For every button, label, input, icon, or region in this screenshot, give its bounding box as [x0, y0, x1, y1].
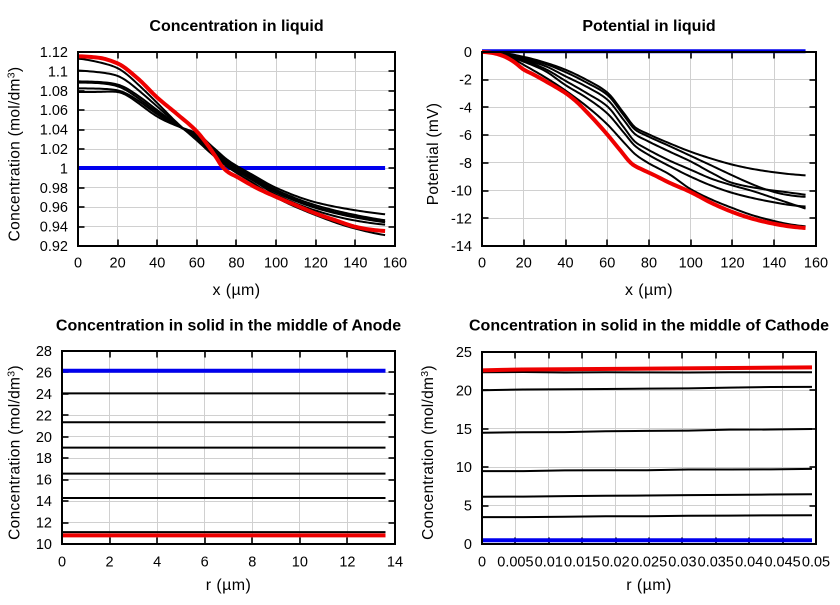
svg-text:1.1: 1.1 [48, 64, 68, 80]
svg-text:16: 16 [36, 473, 52, 489]
svg-text:0.01: 0.01 [535, 555, 563, 571]
svg-text:20: 20 [110, 256, 126, 272]
svg-text:Concentration (mol/dm3): Concentration (mol/dm3) [6, 67, 24, 242]
svg-text:1.04: 1.04 [40, 123, 68, 139]
svg-text:8: 8 [248, 555, 256, 571]
svg-text:60: 60 [599, 256, 615, 272]
svg-text:Concentration (mol/dm3): Concentration (mol/dm3) [419, 365, 437, 540]
svg-text:Concentration in liquid: Concentration in liquid [149, 18, 323, 35]
svg-text:60: 60 [189, 256, 205, 272]
svg-text:6: 6 [201, 555, 209, 571]
svg-text:Potential in liquid: Potential in liquid [582, 18, 715, 35]
svg-text:1: 1 [60, 161, 68, 177]
svg-text:0: 0 [464, 537, 472, 553]
svg-text:26: 26 [36, 365, 52, 381]
svg-text:-12: -12 [451, 211, 472, 227]
svg-text:x (µm): x (µm) [625, 282, 673, 299]
svg-text:0.02: 0.02 [601, 555, 629, 571]
svg-text:-10: -10 [451, 184, 472, 200]
svg-text:0.03: 0.03 [668, 555, 696, 571]
svg-text:20: 20 [456, 383, 472, 399]
svg-text:10: 10 [36, 537, 52, 553]
svg-text:0: 0 [478, 555, 486, 571]
svg-text:14: 14 [387, 555, 403, 571]
svg-text:1.08: 1.08 [40, 84, 68, 100]
svg-text:Concentration (mol/dm3): Concentration (mol/dm3) [6, 365, 24, 540]
svg-text:1.06: 1.06 [40, 103, 68, 119]
svg-text:0.015: 0.015 [564, 555, 600, 571]
svg-text:5: 5 [464, 499, 472, 515]
svg-text:12: 12 [36, 516, 52, 532]
svg-text:0.05: 0.05 [802, 555, 830, 571]
svg-text:10: 10 [292, 555, 308, 571]
svg-text:160: 160 [804, 256, 828, 272]
svg-text:80: 80 [228, 256, 244, 272]
svg-text:0: 0 [464, 45, 472, 61]
svg-text:4: 4 [153, 555, 161, 571]
svg-text:120: 120 [720, 256, 744, 272]
svg-text:14: 14 [36, 494, 52, 510]
svg-text:40: 40 [557, 256, 573, 272]
svg-text:25: 25 [456, 345, 472, 361]
svg-text:0: 0 [74, 256, 82, 272]
svg-text:140: 140 [762, 256, 786, 272]
svg-text:1.02: 1.02 [40, 142, 68, 158]
svg-text:40: 40 [149, 256, 165, 272]
svg-text:0.92: 0.92 [40, 239, 68, 255]
svg-text:0.96: 0.96 [40, 200, 68, 216]
svg-text:80: 80 [641, 256, 657, 272]
svg-text:100: 100 [264, 256, 288, 272]
svg-text:0.005: 0.005 [497, 555, 533, 571]
svg-text:0.025: 0.025 [631, 555, 667, 571]
svg-text:2: 2 [106, 555, 114, 571]
svg-text:Potential (mV): Potential (mV) [425, 103, 442, 205]
svg-text:Concentration in solid in the: Concentration in solid in the middle of … [469, 318, 829, 335]
svg-text:18: 18 [36, 451, 52, 467]
svg-text:22: 22 [36, 408, 52, 424]
svg-text:100: 100 [679, 256, 703, 272]
svg-text:r (µm): r (µm) [626, 577, 671, 594]
svg-text:-6: -6 [459, 128, 472, 144]
svg-text:0.04: 0.04 [735, 555, 763, 571]
svg-text:120: 120 [304, 256, 328, 272]
svg-text:r (µm): r (µm) [206, 577, 251, 594]
svg-text:20: 20 [36, 430, 52, 446]
svg-text:1.12: 1.12 [40, 45, 68, 61]
svg-text:0: 0 [478, 256, 486, 272]
svg-text:0.98: 0.98 [40, 181, 68, 197]
svg-text:Concentration in solid in the: Concentration in solid in the middle of … [56, 318, 401, 335]
svg-text:10: 10 [456, 460, 472, 476]
svg-text:-8: -8 [459, 156, 472, 172]
svg-text:0: 0 [58, 555, 66, 571]
svg-text:0.94: 0.94 [40, 220, 68, 236]
svg-text:-4: -4 [459, 100, 472, 116]
svg-text:-14: -14 [451, 239, 472, 255]
svg-text:160: 160 [383, 256, 407, 272]
svg-text:12: 12 [339, 555, 355, 571]
svg-text:-2: -2 [459, 73, 472, 89]
svg-text:20: 20 [516, 256, 532, 272]
svg-text:24: 24 [36, 387, 52, 403]
svg-text:15: 15 [456, 422, 472, 438]
svg-text:0.035: 0.035 [698, 555, 734, 571]
svg-text:0.045: 0.045 [764, 555, 800, 571]
svg-text:x (µm): x (µm) [212, 282, 260, 299]
svg-text:140: 140 [343, 256, 367, 272]
svg-text:28: 28 [36, 344, 52, 360]
